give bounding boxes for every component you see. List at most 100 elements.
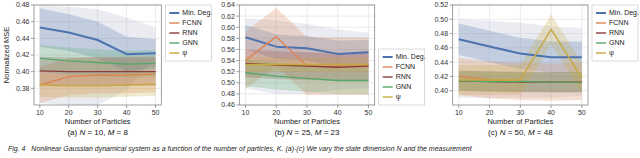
legend-label: FCNN [182,19,201,26]
panel: 0.400.420.440.460.480.500.521020304050Nu… [435,1,639,137]
tick-label: 40 [334,109,342,116]
tick-label: 0.54 [221,57,235,64]
legend-swatch [169,22,179,23]
legend-label: Min. Deg. [396,53,426,61]
x-axis-label: Number of Particles [65,117,131,126]
data [245,8,368,95]
tick-mark [489,105,490,108]
tick-mark [39,105,40,108]
tick-mark [31,88,34,89]
tick-label: 30 [303,109,311,116]
series-line [40,70,156,72]
tick-mark [458,105,459,108]
tick-label: 0.46 [16,18,30,25]
legend-label: GNN [182,39,198,46]
tick-mark [520,105,521,108]
tick-label: 0.52 [435,1,449,8]
tick-label: 0.50 [221,79,235,86]
tick-label: 20 [272,109,280,116]
tick-label: 50 [152,109,160,116]
tick-label: 0.42 [435,73,449,80]
subtitle: (a) N = 10, M = 8 [67,128,128,137]
tick-label: 10 [455,109,463,116]
legend-swatch [169,12,179,14]
envelope [40,5,156,105]
legend-label: ψ [609,49,614,57]
legend-label: FCNN [609,19,628,26]
tick-mark [450,90,453,91]
confidence-band [40,73,156,98]
tick-mark [31,55,34,56]
tick-mark [450,19,453,20]
tick-mark [245,105,246,108]
tick-label: 0.60 [221,24,235,31]
tick-label: 20 [65,109,73,116]
legend-label: RNN [609,29,624,36]
tick-mark [276,105,277,108]
tick-mark [236,60,239,61]
tick-label: 0.46 [221,101,235,108]
data [459,14,582,100]
series-line [245,37,368,66]
tick-label: 0.48 [435,30,449,37]
tick-label: 0.52 [221,68,235,75]
tick-mark [236,49,239,50]
tick-mark [126,105,127,108]
tick-label: 0.56 [221,46,235,53]
tick-mark [236,5,239,6]
legend: Min. Deg.FCNNRNNGNNψ [165,5,212,61]
tick-mark [236,105,239,106]
legend-label: ψ [182,49,187,57]
grid [239,5,374,105]
legend-swatch [596,32,606,33]
panel: 0.460.480.500.520.540.560.580.600.620.64… [221,1,425,137]
confidence-band [245,59,368,93]
tick-mark [97,105,98,108]
tick-mark [450,47,453,48]
confidence-band [245,57,368,71]
tick-label: 0.62 [221,13,235,20]
series-line [245,64,368,65]
x-axis-label: Number of Particles [274,117,340,126]
legend-swatch [596,22,606,23]
tick-mark [236,27,239,28]
legend-swatch [596,12,606,14]
tick-label: 40 [547,109,555,116]
series-line [459,81,582,82]
series-line [40,28,156,55]
tick-mark [236,16,239,17]
legend-label: Min. Deg. [182,9,212,17]
series-line [40,84,156,86]
legend-swatch [383,76,393,77]
tick-mark [450,62,453,63]
tick-mark [31,71,34,72]
tick-mark [236,71,239,72]
tick-mark [31,38,34,39]
tick-label: 0.64 [221,1,235,8]
tick-mark [236,93,239,94]
tick-label: 0.48 [16,1,30,8]
confidence-band [245,8,368,95]
tick-mark [450,5,453,6]
series-line [245,73,368,81]
figure: 0.380.400.420.440.460.481020304050Number… [0,0,640,158]
series-line [40,58,156,64]
tick-mark [450,33,453,34]
tick-label: 30 [94,109,102,116]
tick-label: 0.46 [435,44,449,51]
legend-swatch [169,52,179,53]
series-line [40,74,156,85]
tick-mark [450,76,453,77]
legend-label: ψ [396,93,401,101]
caption: Fig. 4 Nonlinear Gaussian dynamical syst… [8,145,473,153]
tick-mark [368,105,369,108]
tick-mark [31,21,34,22]
legend: Min. Deg.FCNNRNNGNNψ [592,5,639,61]
legend-swatch [383,86,393,87]
legend-swatch [383,66,393,67]
tick-mark [551,105,552,108]
tick-label: 0.38 [16,85,30,92]
tick-mark [581,105,582,108]
tick-label: 0.40 [16,68,30,75]
series-line [245,63,368,67]
